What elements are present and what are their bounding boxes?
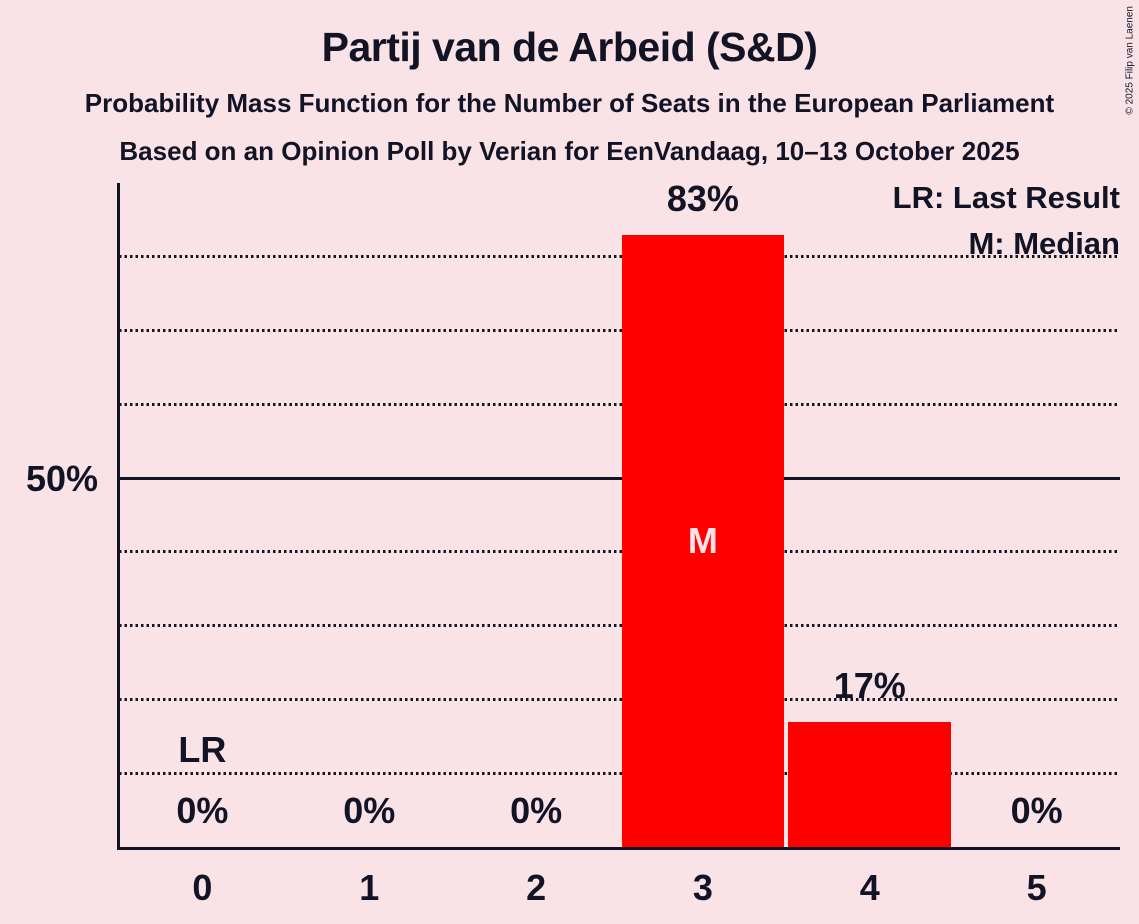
median-marker: M <box>687 519 718 561</box>
bar-value-label-seats-3: 83% <box>666 177 739 219</box>
gridline-dotted-20pct <box>119 697 1120 701</box>
x-axis-tick-label-0: 0 <box>192 867 213 908</box>
bar-value-label-seats-1: 0% <box>343 790 396 831</box>
x-axis-labels: 0 1 2 3 4 5 <box>119 866 1120 914</box>
gridline-dotted-30pct <box>119 624 1120 628</box>
x-axis-tick-label-2: 2 <box>526 867 547 908</box>
legend: LR: Last Result M: Median <box>893 175 1120 267</box>
y-axis-line <box>117 183 120 850</box>
x-axis-tick-label-5: 5 <box>1026 867 1047 908</box>
chart-subtitle-poll-source: Based on an Opinion Poll by Verian for E… <box>119 136 1020 166</box>
chart-subtitle-pmf: Probability Mass Function for the Number… <box>84 88 1055 118</box>
x-axis-tick-label-4: 4 <box>859 867 880 908</box>
last-result-marker: LR <box>178 729 227 771</box>
bar-seats-3 <box>621 234 785 847</box>
gridline-dotted-60pct <box>119 402 1120 406</box>
x-axis-line <box>117 847 1120 850</box>
bar-value-label-seats-4: 17% <box>833 664 906 706</box>
x-axis-tick-label-3: 3 <box>692 867 713 908</box>
gridline-dotted-70pct <box>119 329 1120 333</box>
x-axis-tick-label-1: 1 <box>359 867 380 908</box>
bar-value-label-seats-5: 0% <box>1010 790 1063 831</box>
chart-title: Partij van de Arbeid (S&D) <box>321 24 818 70</box>
legend-median: M: Median <box>968 226 1120 261</box>
gridline-dotted-80pct <box>119 255 1120 259</box>
plot-area: LR: Last Result M: Median 0% LR 0% 0% 83% M 17… <box>117 178 1120 850</box>
copyright-notice: © 2025 Filip van Laenen <box>1125 6 1136 115</box>
legend-last-result: LR: Last Result <box>892 180 1120 215</box>
bar-value-label-seats-2: 0% <box>510 790 563 831</box>
bar-seats-4 <box>788 721 952 847</box>
gridline-dotted-40pct <box>119 550 1120 554</box>
gridline-solid-50pct <box>119 476 1120 480</box>
gridline-dotted-10pct <box>119 771 1120 775</box>
bar-value-label-seats-0: 0% <box>176 790 229 831</box>
y-axis-tick-label: 50% <box>25 458 98 499</box>
